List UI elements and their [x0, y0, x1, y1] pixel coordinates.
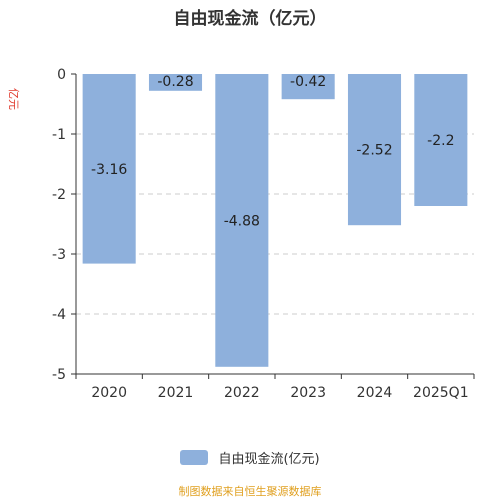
- y-tick-label: -3: [52, 247, 66, 263]
- data-label: -4.88: [224, 213, 260, 229]
- data-label: -0.28: [157, 74, 193, 90]
- x-tick-label: 2021: [158, 385, 194, 401]
- legend-swatch: [180, 450, 209, 465]
- bar: [215, 74, 269, 367]
- chart-title: 自由现金流（亿元）: [173, 9, 327, 29]
- x-tick-label: 2022: [224, 385, 260, 401]
- x-tick-label: 2025Q1: [413, 385, 469, 401]
- legend-label: 自由现金流(亿元): [218, 452, 320, 467]
- bar: [414, 74, 468, 206]
- y-tick-label: 0: [57, 67, 66, 83]
- x-tick-label: 2020: [91, 385, 127, 401]
- data-label: -2.52: [356, 143, 392, 159]
- y-tick-label: -4: [52, 307, 66, 323]
- x-tick-label: 2023: [290, 385, 326, 401]
- legend[interactable]: 自由现金流(亿元): [0, 448, 500, 467]
- data-label: -3.16: [91, 162, 127, 178]
- y-tick-label: -1: [52, 127, 66, 143]
- data-label: -0.42: [290, 74, 326, 90]
- bar: [82, 74, 136, 264]
- data-label: -2.2: [427, 133, 454, 149]
- bar: [281, 74, 335, 100]
- source-note: 制图数据来自恒生聚源数据库: [178, 485, 322, 498]
- x-tick-label: 2024: [357, 385, 393, 401]
- y-tick-label: -2: [52, 187, 66, 203]
- bar: [347, 74, 402, 226]
- y-tick-label: -5: [52, 367, 66, 383]
- bar: [148, 74, 203, 91]
